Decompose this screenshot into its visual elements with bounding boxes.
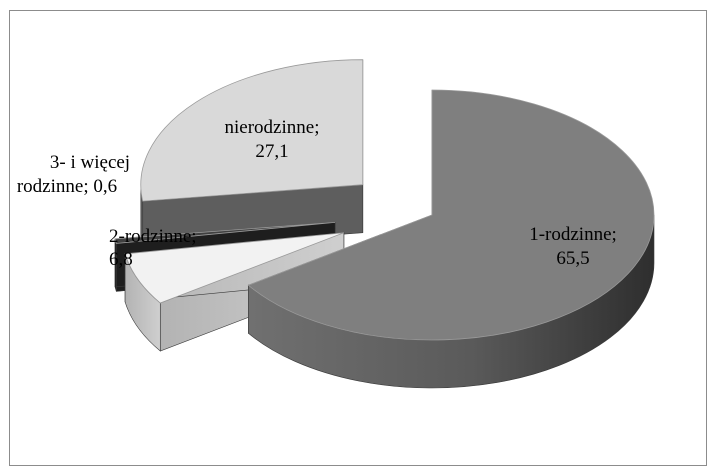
pie-slice-2-rodzinne	[124, 232, 345, 304]
label-3-rodzinne-value: rodzinne; 0,6	[17, 176, 117, 197]
label-2-rodzinne-name: 2-rodzinne;	[109, 226, 197, 247]
label-nierodzinne-name: nierodzinne;	[225, 117, 320, 138]
label-3-rodzinne-name: 3- i więcej	[50, 152, 130, 173]
label-1-rodzinne-value: 65,5	[556, 248, 589, 269]
label-2-rodzinne-value: 6,8	[109, 249, 133, 270]
pie-slice-3--i-więcej-rodzinne	[114, 221, 336, 244]
label-nierodzinne-value: 27,1	[255, 141, 288, 162]
label-1-rodzinne-name: 1-rodzinne;	[529, 224, 617, 245]
pie-slice-nierodzinne	[140, 59, 364, 202]
pie-slice-1-rodzinne	[247, 89, 655, 341]
